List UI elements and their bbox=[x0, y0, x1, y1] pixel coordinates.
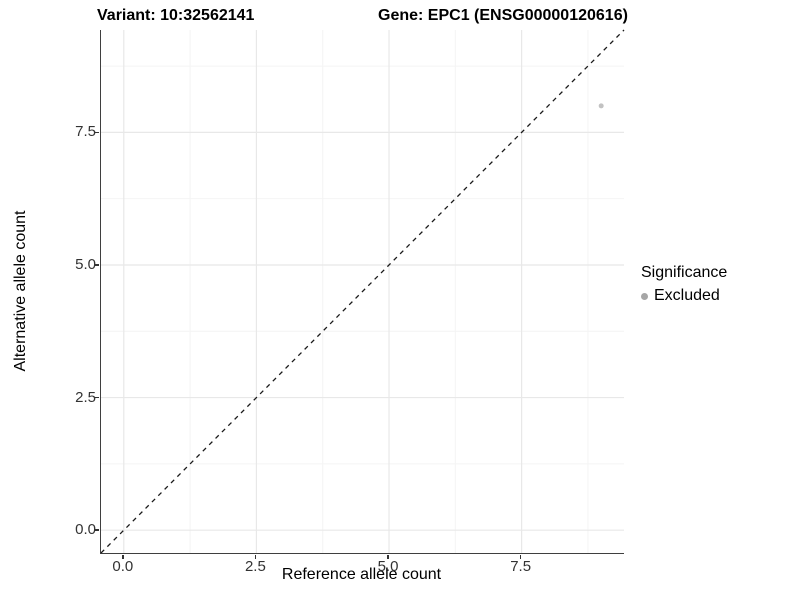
y-tick-mark bbox=[94, 264, 99, 266]
y-tick-label: 5.0 bbox=[75, 255, 96, 273]
x-axis-title: Reference allele count bbox=[281, 566, 442, 583]
legend-entry-label: Excluded bbox=[654, 287, 720, 304]
x-tick-mark bbox=[122, 554, 124, 559]
diagonal-reference-line bbox=[100, 29, 625, 554]
x-tick-label: 0.0 bbox=[112, 558, 134, 575]
y-axis-title: Alternative allele count bbox=[12, 210, 29, 372]
plot-panel-canvas bbox=[100, 29, 625, 554]
legend-key-dot-icon bbox=[641, 292, 648, 300]
y-tick-label: 7.5 bbox=[75, 123, 96, 141]
x-tick-label: 5.0 bbox=[377, 558, 399, 575]
legend-entry: Excluded bbox=[641, 287, 727, 305]
y-tick-label: 2.5 bbox=[75, 388, 96, 406]
x-tick-mark bbox=[254, 554, 257, 559]
x-tick-label: 2.5 bbox=[244, 558, 266, 575]
x-tick-label: 7.5 bbox=[510, 558, 532, 575]
y-tick-label: 0.0 bbox=[75, 521, 96, 539]
y-tick-mark bbox=[94, 131, 99, 134]
plot-title-variant: Variant: 10:32562141 bbox=[97, 7, 255, 24]
y-tick-mark bbox=[94, 396, 99, 399]
legend: Significance Excluded bbox=[641, 264, 727, 305]
legend-entries: Excluded bbox=[641, 287, 727, 305]
x-tick-mark bbox=[387, 554, 389, 559]
data-point bbox=[598, 103, 604, 109]
plot-panel bbox=[100, 29, 625, 554]
y-tick-mark bbox=[94, 529, 99, 531]
plot-title-gene: Gene: EPC1 (ENSG00000120616) bbox=[378, 7, 628, 24]
legend-title: Significance bbox=[641, 264, 728, 281]
x-tick-mark bbox=[519, 554, 522, 559]
